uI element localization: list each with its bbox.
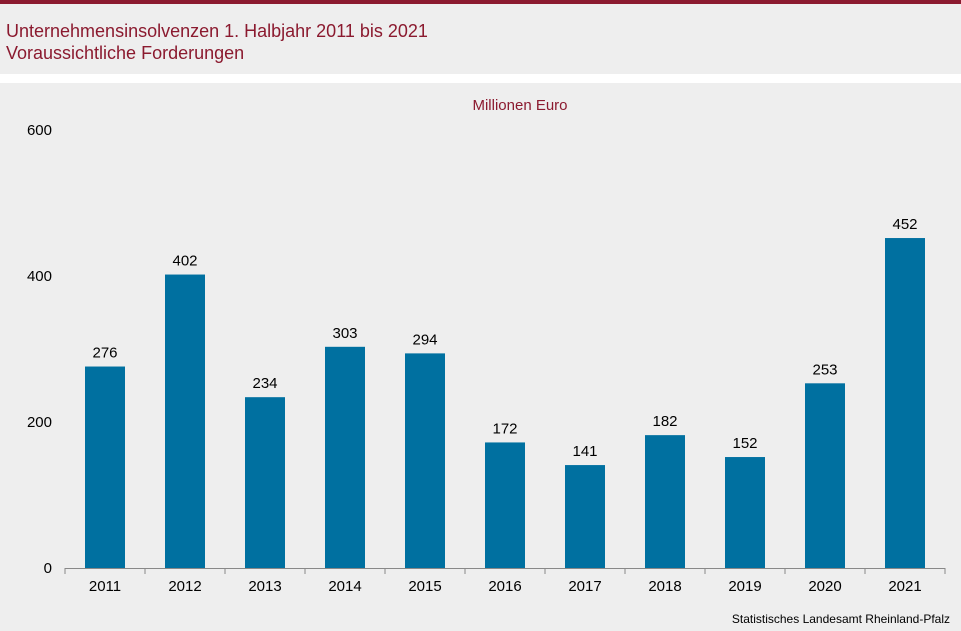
chart-header: Unternehmensinsolvenzen 1. Halbjahr 2011… <box>0 4 961 74</box>
x-axis: 2011 2012 2013 2014 2015 2016 2017 2018 2019 2020… <box>64 568 946 595</box>
x-tick-label: 2014 <box>328 578 361 595</box>
data-label: 182 <box>652 413 677 430</box>
data-label: 172 <box>492 420 517 437</box>
bar <box>725 457 765 568</box>
bar <box>805 383 845 568</box>
data-label: 294 <box>412 331 437 348</box>
x-tick-label: 2018 <box>648 578 681 595</box>
unit-label: Millionen Euro <box>472 97 567 114</box>
bar <box>565 465 605 568</box>
data-label: 234 <box>252 375 277 392</box>
data-label: 152 <box>732 435 757 452</box>
y-tick-label: 600 <box>27 122 52 139</box>
y-tick-label: 200 <box>27 414 52 431</box>
source-note: Statistisches Landesamt Rheinland-Pfalz <box>732 612 950 626</box>
bar <box>645 435 685 568</box>
x-tick-label: 2017 <box>568 578 601 595</box>
top-accent-bar <box>0 0 961 4</box>
bar <box>885 238 925 569</box>
data-label: 402 <box>172 253 197 270</box>
bars: 276 402 234 303 294 172 141 182 152 253 452 <box>85 216 925 569</box>
bar <box>325 346 365 568</box>
x-tick-label: 2021 <box>888 578 921 595</box>
chart-panel <box>0 83 961 631</box>
data-label: 141 <box>572 443 597 460</box>
chart-title: Unternehmensinsolvenzen 1. Halbjahr 2011… <box>6 21 428 41</box>
bar <box>165 274 205 568</box>
y-tick-label: 0 <box>44 560 52 577</box>
bar <box>85 366 125 568</box>
x-tick-label: 2011 <box>89 578 121 595</box>
bar <box>405 353 445 568</box>
x-tick-label: 2019 <box>728 578 761 595</box>
x-tick-label: 2013 <box>248 578 281 595</box>
data-label: 276 <box>92 345 117 362</box>
x-tick-label: 2016 <box>488 578 521 595</box>
bar <box>485 442 525 568</box>
data-label: 303 <box>332 325 357 342</box>
bar <box>245 397 285 568</box>
data-label: 253 <box>812 361 837 378</box>
x-tick-label: 2020 <box>808 578 841 595</box>
x-tick-label: 2015 <box>408 578 441 595</box>
chart-subtitle: Voraussichtliche Forderungen <box>6 43 245 63</box>
x-tick-label: 2012 <box>168 578 201 595</box>
y-tick-label: 400 <box>27 268 52 285</box>
y-axis-ticks: 0 200 400 600 <box>27 122 52 577</box>
data-label: 452 <box>892 216 917 233</box>
